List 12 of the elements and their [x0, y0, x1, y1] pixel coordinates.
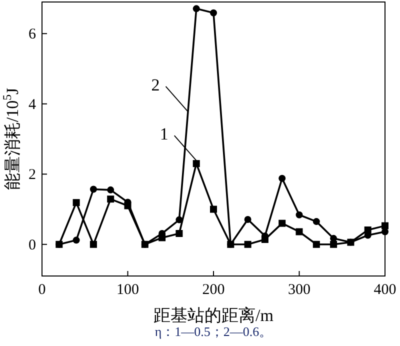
annotation: 2	[151, 75, 160, 94]
x-tick-label: 400	[374, 282, 396, 298]
text: η：1—0.5；2—0.6。	[154, 324, 272, 339]
annotation: 1	[160, 124, 168, 144]
y-tick-label: 2	[28, 167, 36, 184]
x-tick-label: 100	[116, 282, 139, 298]
x-tick-label: 300	[288, 282, 310, 298]
x-tick-label: 200	[202, 282, 225, 298]
y-tick-label: 6	[28, 26, 36, 43]
x-axis-title: 距基站的距离/m	[154, 306, 274, 325]
y-tick-label: 4	[28, 96, 36, 113]
y-tick-label: 0	[28, 237, 36, 254]
